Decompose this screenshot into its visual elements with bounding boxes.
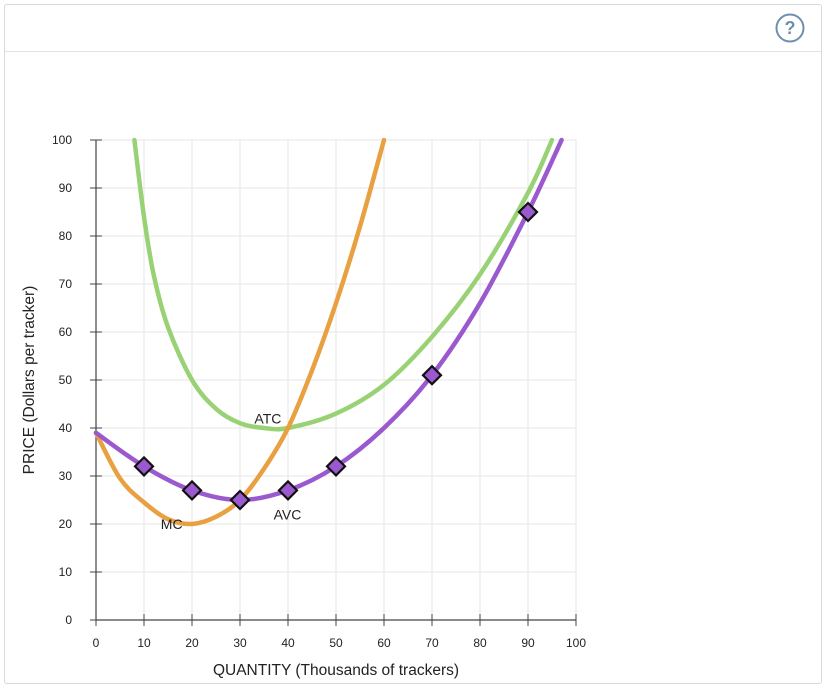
x-tick-label: 40	[281, 636, 295, 650]
x-tick-label: 100	[566, 636, 586, 650]
curve-label-mc: MC	[161, 516, 183, 532]
y-tick-label: 20	[59, 517, 73, 531]
avc-point-marker[interactable]	[133, 455, 155, 477]
y-tick-label: 10	[59, 565, 73, 579]
panel-header: ?	[5, 5, 821, 52]
y-tick-label: 80	[59, 229, 73, 243]
avc-point-marker[interactable]	[517, 201, 539, 223]
y-tick-label: 90	[59, 181, 73, 195]
avc-point-marker[interactable]	[421, 364, 443, 386]
help-icon	[775, 13, 805, 43]
x-axis-title: QUANTITY (Thousands of trackers)	[213, 662, 459, 679]
y-axis-title: PRICE (Dollars per tracker)	[21, 286, 38, 475]
avc-point-marker[interactable]	[229, 489, 251, 511]
avc-point-marker[interactable]	[181, 479, 203, 501]
x-tick-label: 70	[425, 636, 439, 650]
avc-point-marker[interactable]	[277, 479, 299, 501]
x-tick-label: 60	[377, 636, 391, 650]
graph-panel: ?	[4, 4, 822, 684]
y-tick-label: 30	[59, 469, 73, 483]
curve-labels: MC ATC AVC	[161, 410, 302, 532]
x-tick-label: 90	[521, 636, 535, 650]
x-tick-label: 80	[473, 636, 487, 650]
avc-point-marker[interactable]	[325, 455, 347, 477]
curve-label-atc: ATC	[254, 410, 281, 426]
grid	[96, 139, 577, 620]
axes: 0 10 20 30 40 50 60 70 80 90 100 0 10 20 30 40 50 60 70 80 9…	[52, 133, 586, 650]
x-tick-label: 30	[233, 636, 247, 650]
x-tick-label: 50	[329, 636, 343, 650]
y-tick-label: 40	[59, 421, 73, 435]
help-button[interactable]: ?	[775, 13, 805, 43]
y-tick-label: 100	[52, 133, 72, 147]
y-tick-label: 70	[59, 277, 73, 291]
x-tick-label: 20	[185, 636, 199, 650]
avc-markers	[133, 201, 539, 511]
x-tick-label: 10	[137, 636, 151, 650]
y-tick-label: 60	[59, 325, 73, 339]
y-tick-label: 0	[65, 613, 72, 627]
y-tick-label: 50	[59, 373, 73, 387]
curve-label-avc: AVC	[274, 506, 302, 522]
x-tick-label: 0	[93, 636, 100, 650]
help-label: ?	[785, 18, 796, 38]
atc-curve	[132, 137, 555, 432]
